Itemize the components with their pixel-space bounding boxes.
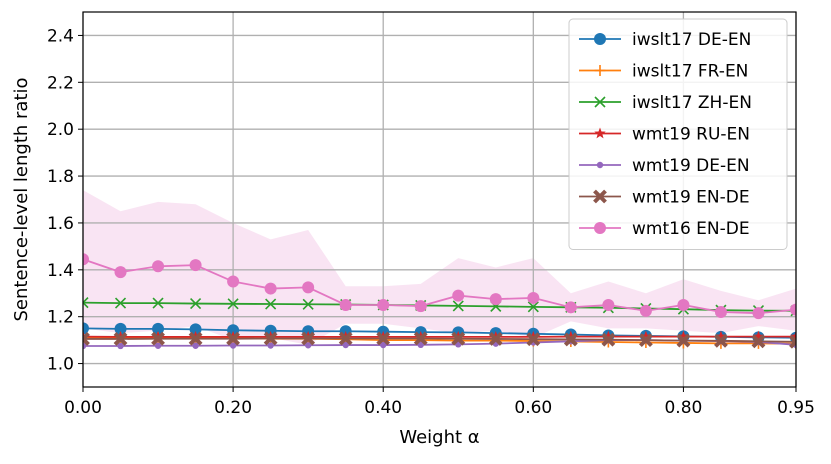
y-tick-label: 1.6 — [47, 214, 74, 234]
y-tick-label: 2.4 — [47, 26, 74, 46]
data-point — [594, 222, 606, 234]
legend-label: wmt19 DE-EN — [632, 156, 750, 176]
data-point — [340, 299, 352, 311]
x-axis-label: Weight α — [399, 427, 479, 448]
y-tick-label: 1.8 — [47, 167, 74, 187]
y-axis-label: Sentence-level length ratio — [11, 77, 32, 321]
data-point — [640, 305, 652, 317]
data-point — [377, 299, 389, 311]
legend-label: wmt16 EN-DE — [632, 219, 750, 239]
data-point — [677, 299, 689, 311]
data-point — [602, 299, 614, 311]
data-point — [452, 290, 464, 302]
legend-label: iwslt17 ZH-EN — [632, 93, 752, 113]
data-point — [490, 293, 502, 305]
y-tick-label: 1.2 — [47, 308, 74, 328]
x-tick-label: 0.95 — [777, 398, 815, 418]
x-tick-label: 0.60 — [514, 398, 552, 418]
data-point — [594, 33, 606, 45]
legend-label: iwslt17 FR-EN — [632, 62, 748, 82]
data-point — [302, 281, 314, 293]
data-point — [190, 259, 202, 271]
legend: iwslt17 DE-EN iwslt17 FR-EN iwslt17 ZH-EN w… — [569, 19, 787, 250]
data-point — [152, 260, 164, 272]
data-point — [115, 266, 127, 278]
legend-label: wmt19 RU-EN — [632, 125, 750, 145]
data-point — [597, 162, 603, 168]
data-point — [715, 306, 727, 318]
data-point — [752, 307, 764, 319]
y-tick-label: 2.0 — [47, 120, 74, 140]
y-tick-label: 1.0 — [47, 355, 74, 375]
data-point — [527, 292, 539, 304]
legend-label: wmt19 EN-DE — [632, 188, 750, 208]
x-tick-label: 0.80 — [664, 398, 702, 418]
data-point — [265, 283, 277, 295]
x-tick-label: 0.40 — [364, 398, 402, 418]
x-tick-label: 0.20 — [214, 398, 252, 418]
y-tick-label: 1.4 — [47, 261, 74, 281]
data-point — [415, 300, 427, 312]
data-point — [227, 276, 239, 288]
legend-label: iwslt17 DE-EN — [632, 30, 751, 50]
y-tick-label: 2.2 — [47, 73, 74, 93]
x-tick-label: 0.00 — [64, 398, 102, 418]
data-point — [565, 301, 577, 313]
